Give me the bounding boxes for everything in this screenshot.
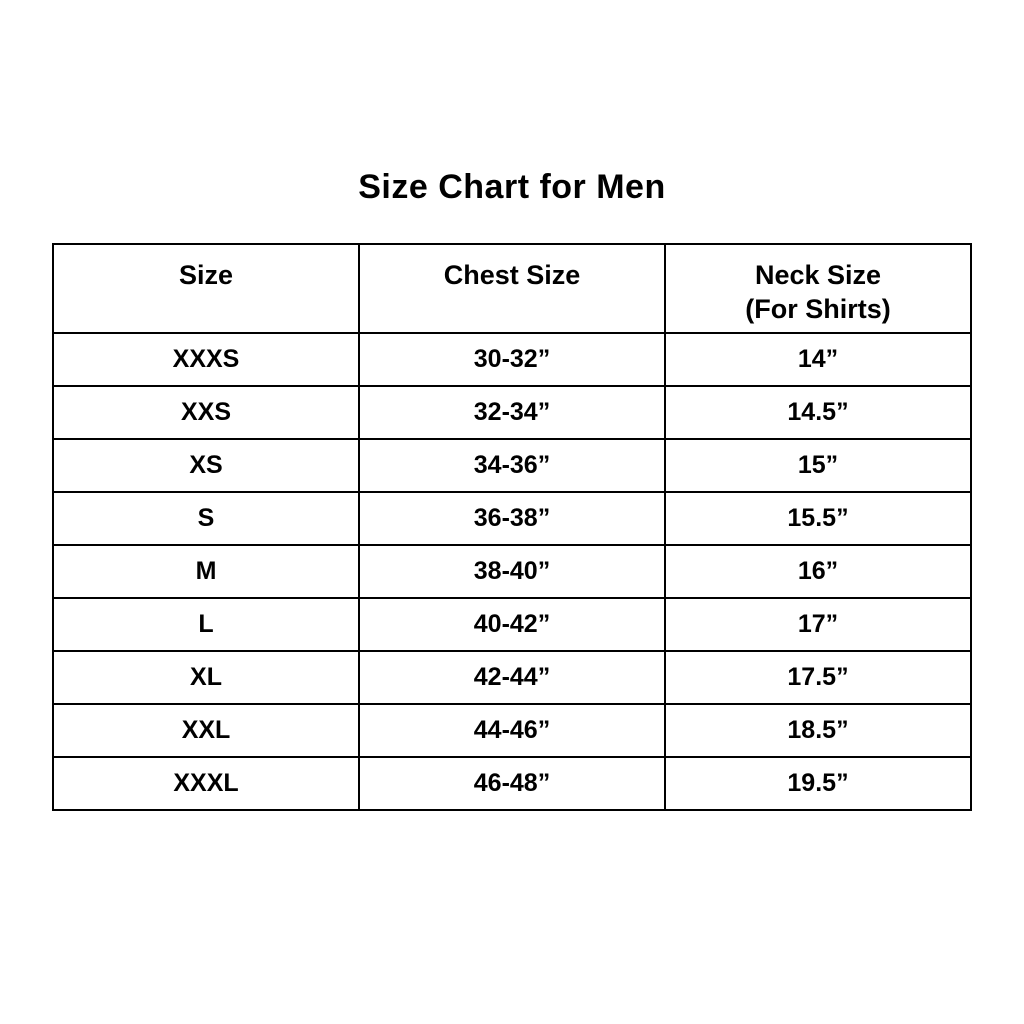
chest-size-cell: 30-32” — [358, 332, 666, 387]
chest-size-cell: 44-46” — [358, 703, 666, 758]
table-header-row: Size Chest Size Neck Size (For Shirts) — [52, 243, 972, 334]
neck-size-cell: 14.5” — [664, 385, 972, 440]
size-cell: M — [52, 544, 360, 599]
table-row-xxs: XXS 32-34” 14.5” — [52, 385, 972, 440]
size-cell: XL — [52, 650, 360, 705]
table-row-l: L 40-42” 17” — [52, 597, 972, 652]
chest-size-cell: 34-36” — [358, 438, 666, 493]
chest-size-cell: 46-48” — [358, 756, 666, 811]
table-head: Size Chest Size Neck Size (For Shirts) — [52, 243, 972, 334]
table-row-xxxl: XXXL 46-48” 19.5” — [52, 756, 972, 811]
size-cell: XS — [52, 438, 360, 493]
table-body: XXXS 30-32” 14” XXS 32-34” 14.5” XS 34-3… — [52, 332, 972, 811]
chest-size-cell: 32-34” — [358, 385, 666, 440]
table-row-xxl: XXL 44-46” 18.5” — [52, 703, 972, 758]
size-cell: XXS — [52, 385, 360, 440]
size-chart-table: Size Chest Size Neck Size (For Shirts) X… — [52, 243, 972, 811]
neck-size-sublabel: (For Shirts) — [745, 294, 891, 324]
size-cell: S — [52, 491, 360, 546]
column-header-neck-size: Neck Size (For Shirts) — [664, 243, 972, 334]
column-header-chest-size: Chest Size — [358, 243, 666, 334]
column-header-size: Size — [52, 243, 360, 334]
table-row-xl: XL 42-44” 17.5” — [52, 650, 972, 705]
table-row-s: S 36-38” 15.5” — [52, 491, 972, 546]
neck-size-cell: 18.5” — [664, 703, 972, 758]
neck-size-cell: 19.5” — [664, 756, 972, 811]
table-row-xxxs: XXXS 30-32” 14” — [52, 332, 972, 387]
size-cell: XXL — [52, 703, 360, 758]
table-row-m: M 38-40” 16” — [52, 544, 972, 599]
neck-size-cell: 15.5” — [664, 491, 972, 546]
size-cell: XXXS — [52, 332, 360, 387]
neck-size-cell: 17” — [664, 597, 972, 652]
chest-size-cell: 40-42” — [358, 597, 666, 652]
neck-size-cell: 16” — [664, 544, 972, 599]
neck-size-cell: 15” — [664, 438, 972, 493]
table-row-xs: XS 34-36” 15” — [52, 438, 972, 493]
size-cell: L — [52, 597, 360, 652]
chest-size-cell: 42-44” — [358, 650, 666, 705]
neck-size-cell: 14” — [664, 332, 972, 387]
size-cell: XXXL — [52, 756, 360, 811]
chest-size-cell: 36-38” — [358, 491, 666, 546]
chest-size-cell: 38-40” — [358, 544, 666, 599]
page-title: Size Chart for Men — [358, 168, 666, 206]
neck-size-label: Neck Size — [754, 260, 882, 290]
neck-size-cell: 17.5” — [664, 650, 972, 705]
